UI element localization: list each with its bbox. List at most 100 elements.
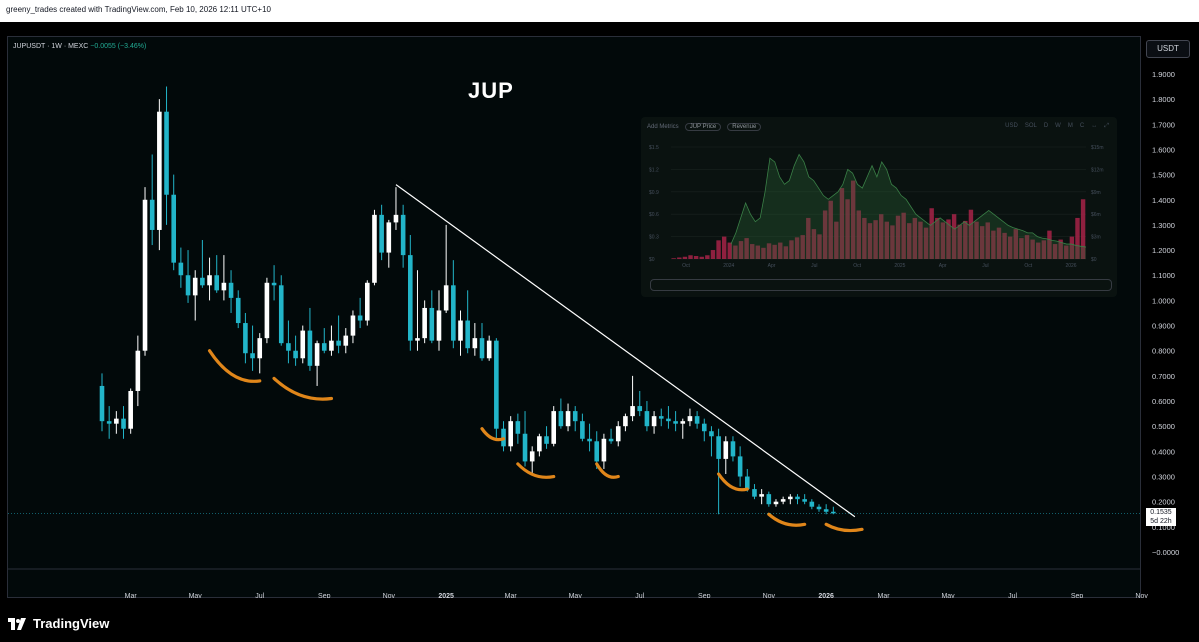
inset-revenue-bar (705, 255, 710, 259)
inset-revenue-bar (1030, 239, 1035, 259)
price-tick-label: 1.5000 (1152, 171, 1175, 180)
candle (372, 209, 377, 286)
candle (278, 275, 284, 346)
candle (565, 403, 571, 432)
candle (436, 290, 442, 351)
candle-body (343, 335, 349, 346)
time-tick-label: Sep (318, 593, 331, 600)
inset-revenue-bar (811, 229, 817, 259)
inset-plot: $1.5 $15m $1.2 $12m $0.9 $9m $0.6 $6m $0.3 $3m $0 $… (649, 145, 1104, 269)
inset-price-line (730, 153, 1087, 248)
inset-revenue-bar (1041, 240, 1047, 259)
currency-button[interactable]: USDT (1146, 40, 1190, 58)
candle-body (780, 499, 786, 502)
candle (809, 499, 815, 510)
candle-body (730, 441, 736, 457)
candle (508, 416, 513, 452)
candle-body (221, 282, 227, 291)
last-price-label: 0.1535 5d 22h (1146, 508, 1176, 526)
candle (780, 496, 786, 505)
candle-body (386, 222, 392, 253)
time-tick-label: Jul (1008, 593, 1017, 600)
inset-revenue-bar (716, 240, 721, 259)
candle-body (823, 509, 829, 512)
inset-revenue-bar (755, 245, 761, 259)
candle-body (135, 350, 141, 391)
candle-body (357, 315, 363, 321)
inset-revenue-bar (693, 256, 699, 259)
time-tick-label: Mar (877, 593, 890, 600)
candle-body (773, 501, 779, 505)
candle (580, 413, 585, 442)
candle-body (508, 421, 513, 447)
candle (178, 247, 184, 288)
candle-body (429, 307, 435, 341)
symbol-name[interactable]: JUPUSDT · 1W · MEXC (13, 43, 89, 50)
candle-body (400, 214, 406, 256)
candle-body (171, 194, 176, 263)
price-tick-label: 1.2000 (1152, 246, 1175, 255)
candle (443, 224, 449, 313)
inset-revenue-bar (677, 257, 682, 259)
inset-revenue-bar (671, 258, 676, 259)
price-tick-label: 1.1000 (1152, 271, 1175, 280)
support-mark (516, 462, 556, 479)
candle-body (458, 320, 463, 341)
price-tick-label: 1.8000 (1152, 95, 1175, 104)
inset-right-tick: $12m (1091, 167, 1104, 173)
candle (264, 277, 270, 344)
candle (221, 255, 227, 301)
inset-left-tick: $0 (649, 257, 655, 263)
candle (400, 204, 406, 268)
inset-revenue-bar (778, 242, 783, 259)
drawings (8, 184, 1140, 533)
candle (149, 154, 155, 246)
candle (293, 335, 298, 366)
candle-body (515, 421, 521, 434)
symbol-change: −0.0055 (−3.46%) (90, 43, 147, 50)
price-tick-label: 1.7000 (1152, 120, 1175, 129)
time-tick-label: 2026 (818, 593, 834, 600)
price-tick-label: 1.0000 (1152, 296, 1175, 305)
inset-revenue-bar (850, 180, 856, 259)
candle-body (558, 411, 564, 427)
inset-control: D (1043, 123, 1049, 129)
candle (286, 320, 291, 364)
candle (336, 315, 341, 354)
candle (307, 307, 313, 371)
inset-revenue-bar (985, 222, 990, 259)
inset-revenue-bar (817, 234, 822, 259)
candle-body (694, 416, 700, 424)
tradingview-logo[interactable]: TradingView (8, 616, 109, 631)
inset-metrics-bar: Add Metrics JUP Price Revenue (647, 123, 762, 131)
inset-revenue-bar (1002, 232, 1007, 259)
support-mark (717, 472, 749, 492)
candle (121, 406, 126, 439)
candle-body (121, 418, 126, 429)
support-mark (480, 427, 506, 442)
candle (472, 323, 478, 356)
candle-body (364, 282, 370, 321)
inset-revenue-bar (1007, 236, 1013, 259)
last-price: 0.1535 (1150, 509, 1172, 516)
metric-pill-price: JUP Price (684, 123, 722, 131)
price-axis[interactable]: 1.9000 1.8000 1.7000 1.6000 1.5000 1.4000 1.30… (1152, 70, 1179, 557)
candle-body (451, 285, 456, 341)
inset-right-tick: $6m (1091, 212, 1101, 218)
inset-revenue-bar (761, 247, 766, 259)
time-axis[interactable]: Mar May Jul Sep Nov 2025 Mar May Jul Sep Nov 2026 Ma… (8, 568, 1148, 600)
candle (615, 421, 621, 447)
price-tick-label: −0.0000 (1152, 548, 1179, 557)
candle (716, 428, 721, 515)
candle-body (766, 494, 772, 505)
candle-body (723, 441, 729, 459)
inset-controls: USD SOL D W M C ↔ ⤢ (1005, 123, 1109, 130)
inset-right-tick: $3m (1091, 235, 1101, 241)
candle-body (106, 421, 112, 424)
symbol-legend[interactable]: JUPUSDT · 1W · MEXC −0.0055 (−3.46%) (13, 43, 146, 50)
candle-body (178, 262, 184, 276)
inset-revenue-bar (1075, 217, 1080, 259)
descending-trendline (395, 184, 856, 518)
candle-body (207, 275, 212, 286)
